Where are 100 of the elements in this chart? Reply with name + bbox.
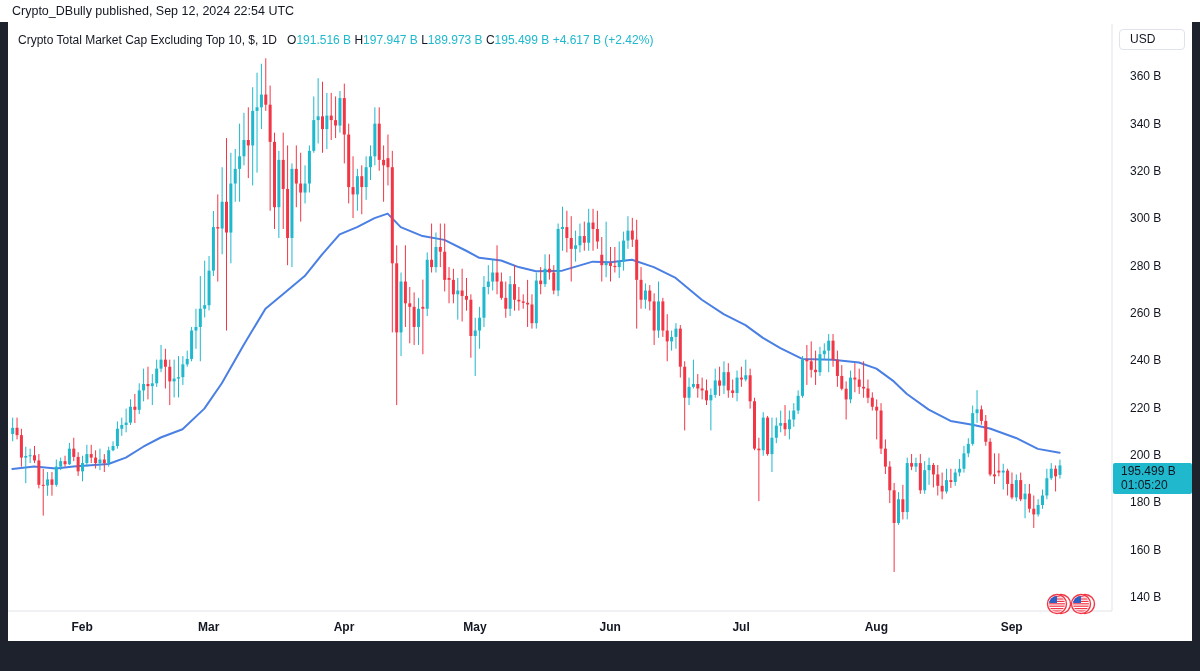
candlestick [129,398,132,426]
candlestick [1045,468,1049,500]
candlestick [1010,472,1014,500]
candlestick [46,471,50,497]
y-tick-label: 260 B [1130,306,1162,321]
candlestick [504,281,508,319]
candlestick [770,417,774,473]
y-tick-label: 160 B [1130,542,1162,557]
candlestick [386,134,390,186]
candlestick [966,437,970,458]
candlestick [984,414,988,447]
candlestick [595,210,599,250]
candlestick [1001,463,1005,491]
candlestick [897,491,900,526]
candlestick [364,155,368,201]
candlestick [591,208,595,252]
candlestick [85,444,89,468]
candlestick [997,452,1001,477]
y-tick-label: 180 B [1130,495,1162,510]
candlestick [949,468,953,489]
text: Crypto Total Market Cap Excluding Top 10, $, 1D [18,33,278,47]
candlestick [914,457,918,473]
candlestick [831,333,835,368]
candlestick [648,284,652,311]
candlestick [630,217,634,248]
candlestick [818,346,822,377]
x-tick-label: Jun [599,619,621,634]
candlestick [862,360,866,399]
x-tick-label: Aug [864,619,889,634]
candlestick [617,241,621,279]
y-tick-label: 280 B [1130,258,1162,273]
candlestick [499,272,503,301]
candlestick [465,277,468,312]
candlestick [849,370,852,404]
candlestick [491,259,495,292]
candlestick [495,244,499,295]
candlestick [150,373,154,406]
x-tick-label: Mar [198,619,220,634]
candlestick [299,152,303,223]
candlestick [325,92,329,150]
candlestick [321,81,324,154]
candlestick [901,484,905,520]
candlestick [216,193,220,283]
candlestick [351,155,355,219]
candlestick [81,455,84,482]
candlestick [643,282,647,310]
candlestick [89,444,93,464]
candlestick [146,366,150,400]
candlestick [722,360,726,395]
candlestick [181,355,185,386]
y-tick-label: 200 B [1130,448,1162,463]
candlestick [875,398,879,440]
candlestick [1014,473,1018,502]
candlestick [787,410,791,440]
candlestick [783,404,787,437]
candlestick [604,221,608,278]
candlestick [691,359,695,390]
candlestick [259,63,263,130]
candlestick [569,215,573,283]
candlestick [665,313,669,362]
candlestick [72,437,76,462]
candlestick [1006,468,1010,496]
text: 01:05:20 [1121,478,1169,493]
candlestick [1054,464,1058,492]
candlestick [731,379,735,399]
candlestick [840,364,844,391]
candlestick [993,452,996,485]
candlestick [194,308,198,350]
candlestick [561,206,564,252]
candlestick [713,368,717,399]
candlestick [412,291,416,346]
candlestick [168,359,172,406]
candlestick [177,355,180,398]
candlestick [927,457,931,486]
candlestick [979,405,983,426]
candlestick [530,293,534,330]
text: 195.499 B [1121,464,1177,479]
candlestick [735,370,739,402]
candlestick [142,368,146,402]
candlestick [155,359,159,388]
candlestick [11,417,15,442]
candlestick [866,379,870,404]
x-tick-label: Feb [71,619,93,634]
candlestick [792,402,796,428]
candlestick [238,123,242,203]
x-tick-label: May [463,619,487,634]
candlestick [417,297,420,346]
candlestick [809,340,813,379]
candlestick [857,368,861,395]
candlestick [709,388,713,431]
candlestick [54,459,58,488]
candlestick [133,393,137,424]
candlestick [316,77,320,145]
candlestick [670,330,674,352]
candlestick [408,286,412,344]
y-tick-label: 240 B [1130,353,1162,368]
candlestick [923,460,927,495]
candlestick [478,306,482,350]
y-tick-label: 140 B [1130,590,1162,605]
candlestick [975,389,979,424]
